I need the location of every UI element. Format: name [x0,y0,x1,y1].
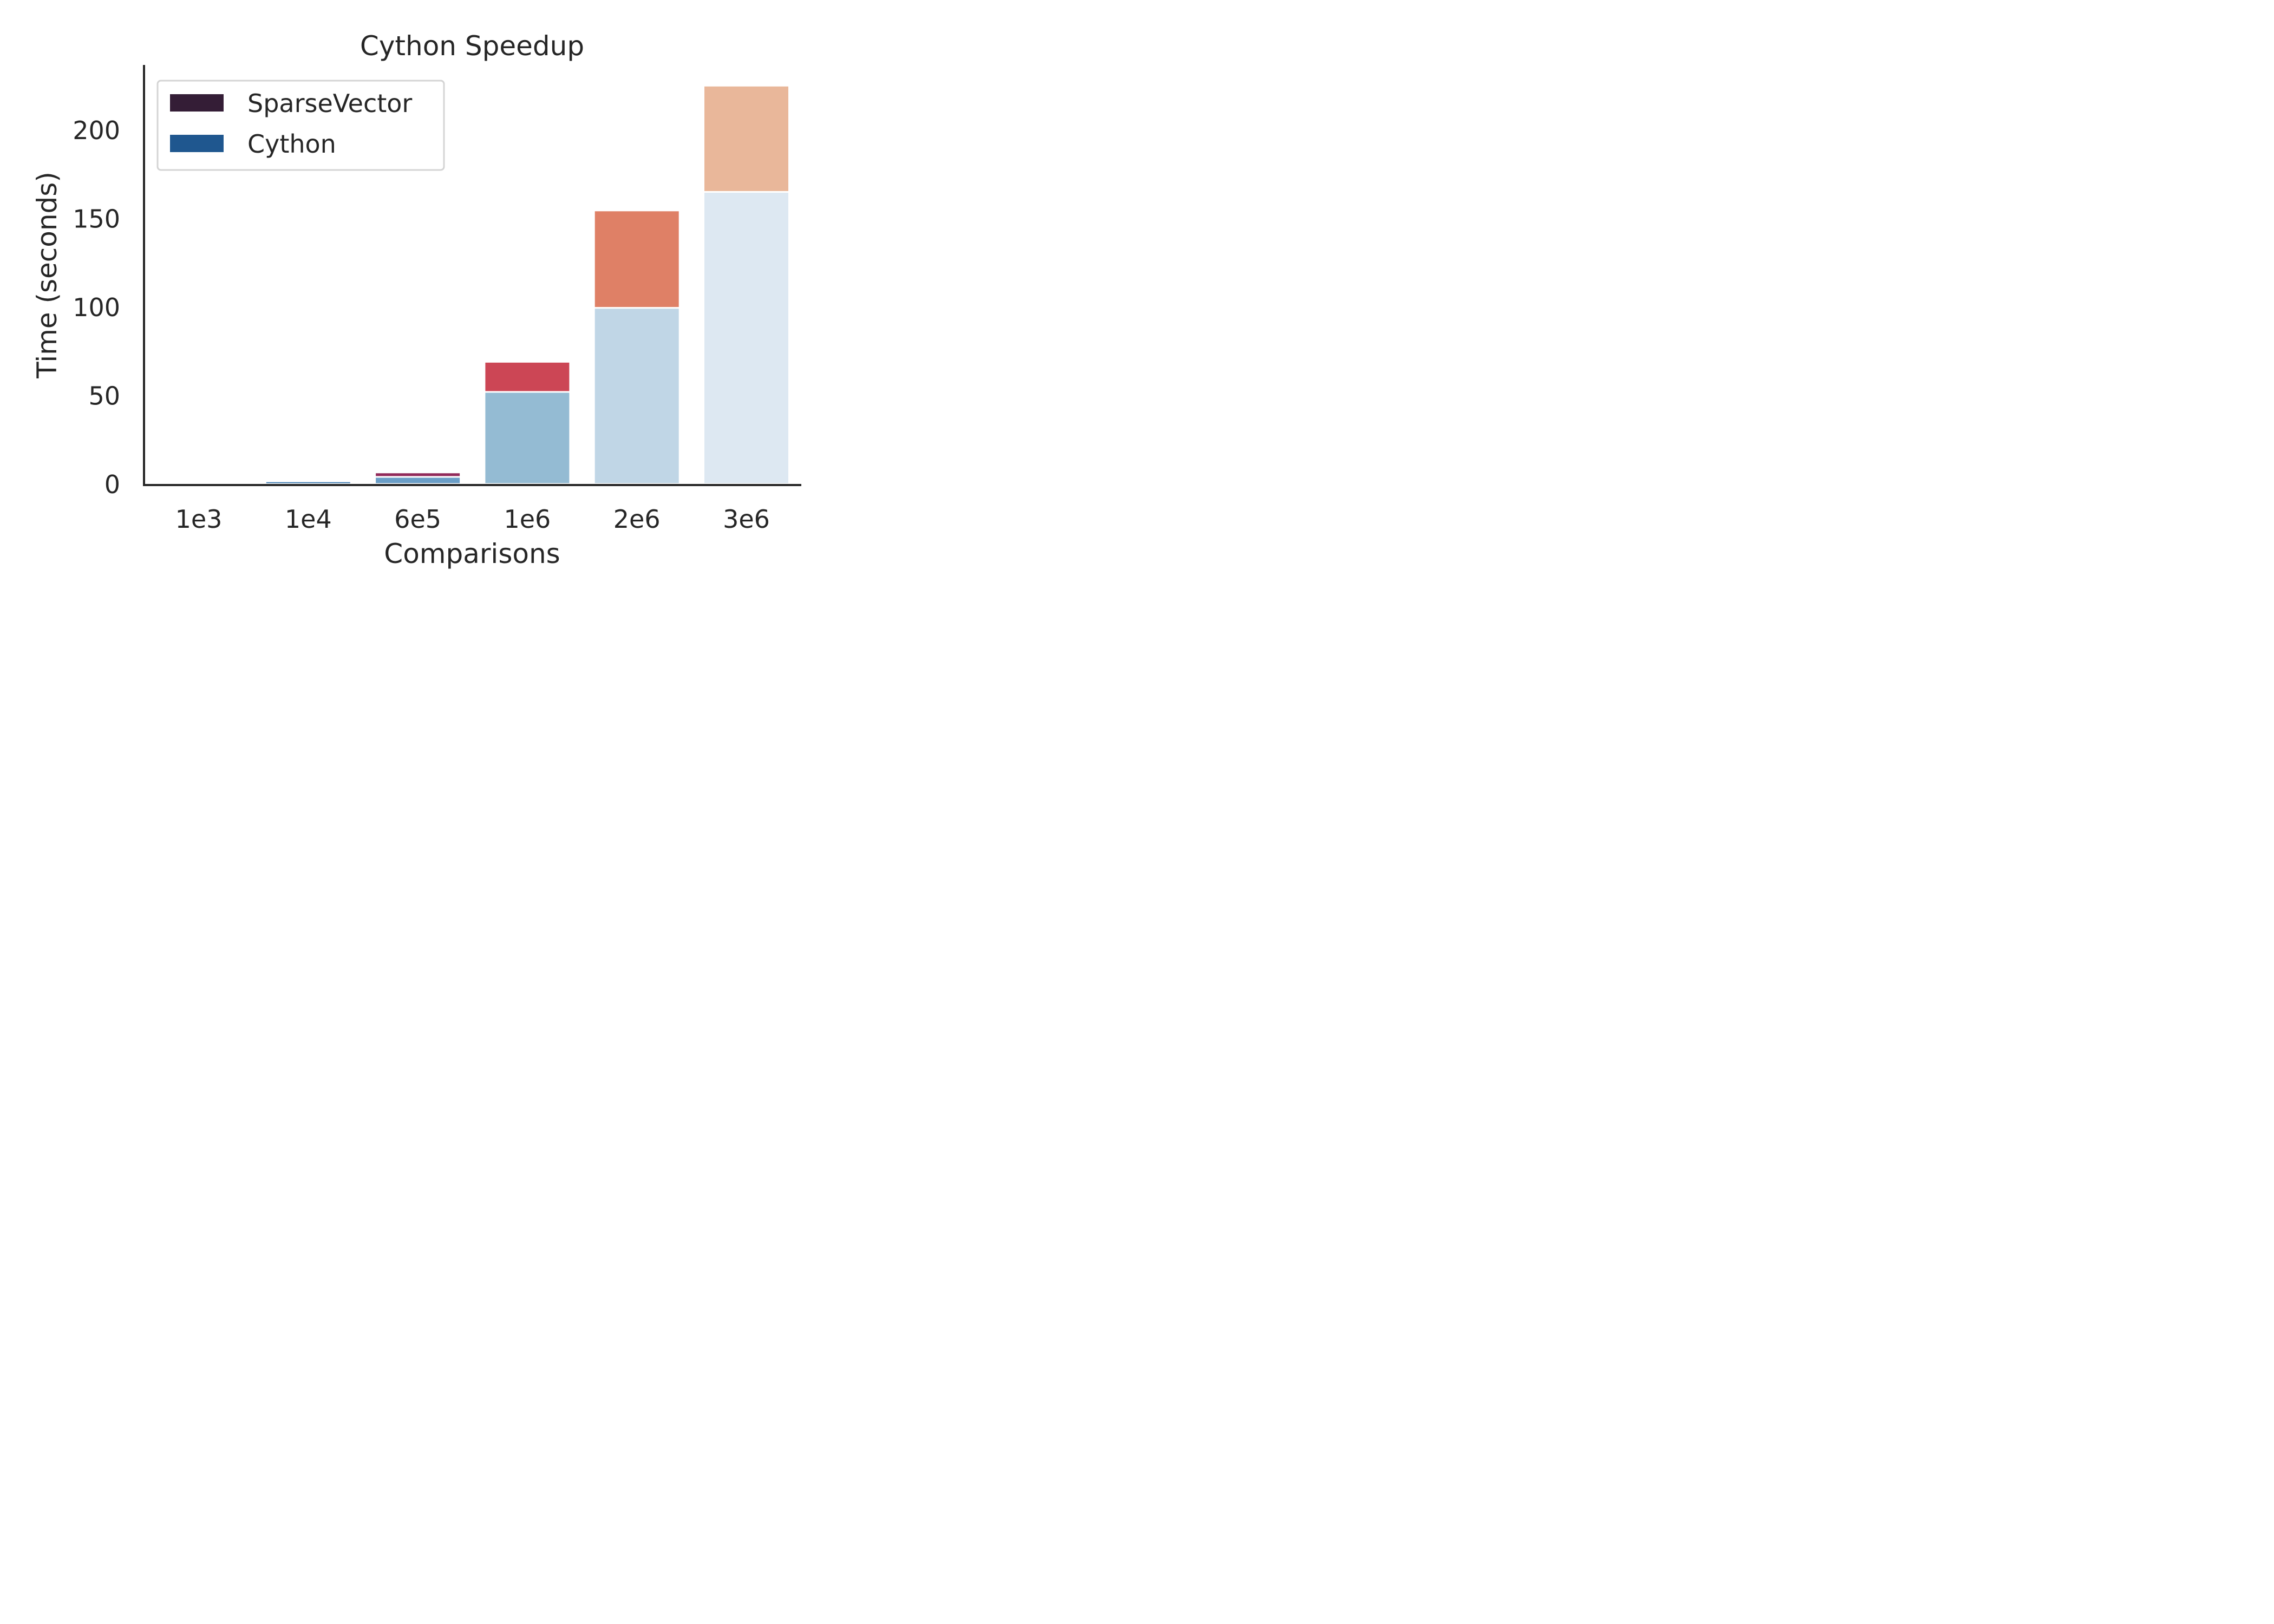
x-tick-label-1e6: 1e6 [504,505,551,534]
x-tick-label-6e5: 6e5 [394,505,441,534]
bar-sparsevector-1e6 [483,361,571,393]
bars-layer [155,84,790,485]
bar-chart: Cython Speedup 0 50 100 150 200 1e3 1e4 6e5 1e6… [31,30,801,569]
legend-swatch-sparsevector [170,94,224,112]
bar-sparsevector-6e5 [374,472,462,478]
legend: SparseVector Cython [156,80,445,171]
chart-title: Cython Speedup [360,30,584,62]
bar-cython-3e6 [703,191,790,485]
x-tick-label-2e6: 2e6 [613,505,661,534]
bar-cython-1e6 [483,391,571,485]
chart-container: Cython Speedup 0 50 100 150 200 1e3 1e4 6e5 1e6… [0,0,838,601]
bar-sparsevector-2e6 [593,209,681,309]
bar-cython-6e5 [374,476,462,485]
legend-swatch-cython [170,135,224,152]
bar-cython-2e6 [593,307,681,485]
y-tick-label-50: 50 [88,382,120,411]
y-tick-label-0: 0 [104,470,120,499]
x-ticks-layer: 1e3 1e4 6e5 1e6 2e6 3e6 [175,505,770,534]
x-axis-label: Comparisons [384,538,560,569]
y-tick-label-200: 200 [73,116,120,145]
legend-frame [156,80,445,171]
y-axis-label: Time (seconds) [31,172,63,379]
y-ticks-layer: 0 50 100 150 200 [73,116,120,499]
x-tick-label-3e6: 3e6 [723,505,770,534]
legend-label-cython: Cython [247,129,336,159]
x-tick-label-1e3: 1e3 [175,505,223,534]
y-tick-label-150: 150 [73,205,120,234]
x-tick-label-1e4: 1e4 [285,505,332,534]
bar-sparsevector-1e3 [155,481,243,483]
legend-label-sparsevector: SparseVector [247,89,412,118]
y-tick-label-100: 100 [73,293,120,322]
bar-sparsevector-3e6 [703,84,790,193]
